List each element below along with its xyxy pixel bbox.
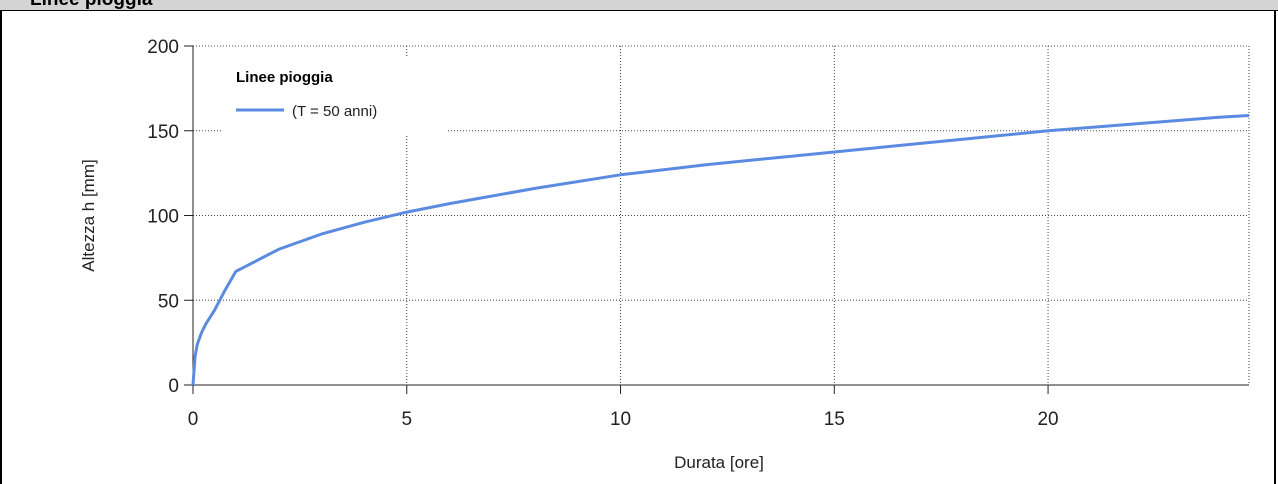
legend: Linee pioggia (T = 50 anni) — [222, 56, 446, 136]
legend-title: Linee pioggia — [236, 69, 333, 86]
x-tick-label: 15 — [824, 409, 845, 430]
x-axis-label: Durata [ore] — [674, 453, 764, 472]
y-tick-label: 100 — [147, 207, 179, 228]
x-tick-label: 0 — [188, 409, 199, 430]
legend-background — [222, 56, 446, 136]
x-tick-label: 20 — [1037, 409, 1058, 430]
y-tick-label: 200 — [147, 37, 179, 58]
y-tick-label: 50 — [158, 291, 179, 312]
y-axis-label: Altezza h [mm] — [79, 159, 98, 271]
x-tick-labels: 0 5 10 15 20 — [188, 409, 1059, 430]
x-tick-label: 10 — [610, 409, 631, 430]
series-line — [193, 116, 1249, 386]
x-tick-label: 5 — [401, 409, 412, 430]
y-tick-labels: 0 50 100 150 200 — [147, 37, 179, 397]
series-lines — [193, 116, 1249, 386]
y-tick-label: 150 — [147, 122, 179, 143]
y-tick-label: 0 — [168, 376, 179, 397]
legend-entry-label: (T = 50 anni) — [292, 103, 377, 120]
